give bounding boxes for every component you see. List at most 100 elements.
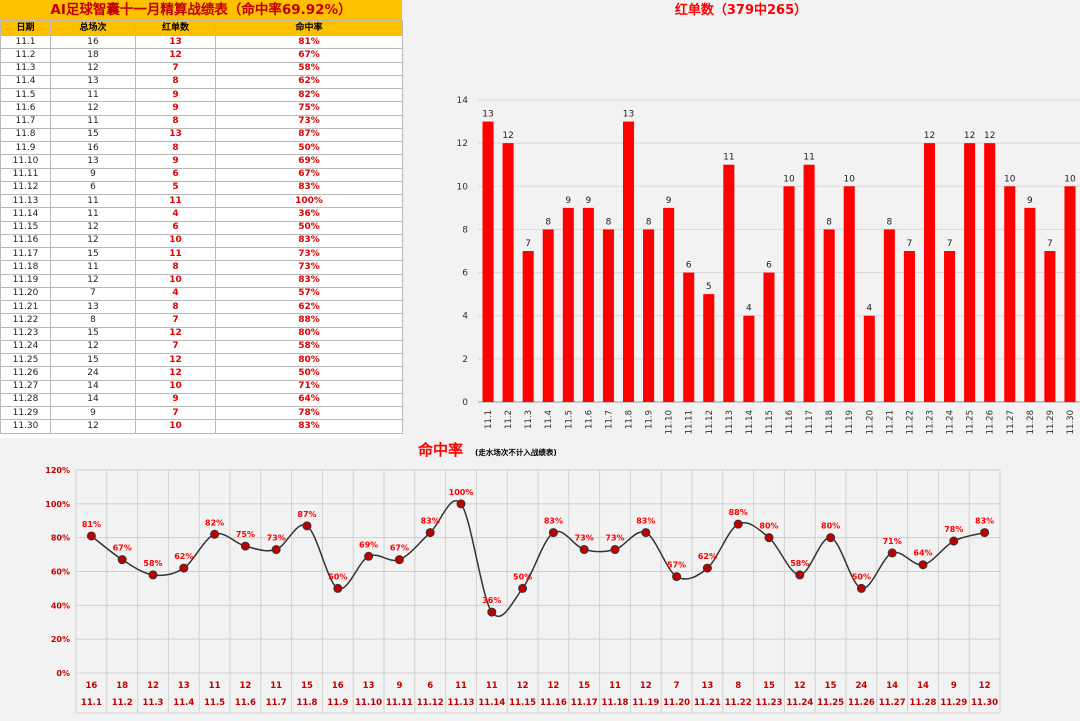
table-row: 11.29 9 7 78% (0, 405, 403, 421)
bar-xtick-label: 11.2 (504, 410, 514, 429)
table-row: 11.15 12 6 50% (0, 220, 403, 235)
cell-rate: 83% (215, 419, 403, 434)
rate-point (579, 545, 589, 555)
cell-date: 11.18 (0, 260, 51, 275)
rate-point (918, 560, 928, 570)
line-xtick-label: 11.13 (448, 698, 475, 708)
bar (863, 315, 875, 402)
total-count-label: 12 (517, 681, 529, 691)
bar (1064, 186, 1076, 402)
bar (582, 207, 594, 402)
cell-red: 7 (135, 339, 216, 355)
cell-date: 11.7 (0, 114, 51, 129)
line-xtick-label: 11.14 (478, 698, 505, 708)
rate-value-label: 81% (82, 520, 101, 529)
line-chart-panel: 命中率 (走水场次不计入战绩表) 0% 20% 40% 60% 80% 100% 120% 81%… (0, 438, 1080, 717)
total-count-label: 11 (609, 681, 621, 691)
cell-total: 12 (50, 233, 136, 249)
cell-red: 12 (135, 366, 216, 381)
bar-value-label: 10 (783, 174, 795, 184)
cell-rate: 71% (215, 379, 403, 394)
bar-ytick-label: 14 (457, 96, 469, 106)
bar-ytick-label: 10 (457, 182, 469, 192)
table-row: 11.4 13 8 62% (0, 74, 403, 90)
line-ytick-label: 60% (51, 568, 70, 577)
table-row: 11.26 24 12 50% (0, 366, 403, 381)
rate-value-label: 78% (944, 525, 963, 534)
bar-chart-title: 红单数（379中265） (675, 2, 807, 18)
cell-date: 11.26 (0, 366, 51, 381)
rate-point (887, 548, 897, 558)
cell-date: 11.25 (0, 352, 51, 368)
bar (703, 294, 715, 402)
cell-total: 14 (50, 392, 136, 408)
cell-total: 9 (50, 405, 136, 421)
bar-xtick-label: 11.22 (905, 410, 915, 434)
bar (562, 207, 574, 402)
bar (1044, 251, 1056, 402)
table-row: 11.23 15 12 80% (0, 326, 403, 341)
bar (663, 207, 675, 402)
cell-red: 7 (135, 405, 216, 421)
cell-total: 11 (50, 207, 136, 222)
rate-value-label: 36% (482, 596, 501, 605)
line-xtick-label: 11.4 (173, 698, 194, 708)
line-chart-subtitle: (走水场次不计入战绩表) (475, 447, 557, 457)
cell-total: 12 (50, 419, 136, 434)
cell-total: 13 (50, 154, 136, 169)
rate-value-label: 67% (113, 544, 132, 553)
bar-xtick-label: 11.10 (665, 410, 675, 434)
rate-point (179, 563, 189, 573)
cell-total: 13 (50, 74, 136, 90)
total-count-label: 12 (640, 681, 652, 691)
cell-date: 11.30 (0, 419, 51, 434)
table-row: 11.12 6 5 83% (0, 180, 403, 196)
cell-date: 11.24 (0, 339, 51, 355)
bar-xtick-label: 11.9 (645, 410, 655, 429)
bar-xtick-label: 11.14 (745, 410, 755, 434)
bar-value-label: 12 (502, 131, 513, 141)
total-count-label: 15 (301, 681, 313, 691)
bar-value-label: 7 (947, 239, 953, 249)
rate-point (425, 528, 435, 538)
line-xtick-label: 11.21 (694, 698, 721, 708)
line-xtick-label: 11.3 (143, 698, 164, 708)
rate-point (610, 545, 620, 555)
table-row: 11.11 9 6 67% (0, 167, 403, 182)
bar-value-label: 11 (723, 153, 734, 163)
table-row: 11.13 11 11 100% (0, 193, 403, 209)
bar-xtick-label: 11.17 (805, 410, 815, 434)
bar (602, 229, 614, 402)
bar-value-label: 8 (545, 217, 551, 227)
cell-date: 11.20 (0, 286, 51, 302)
bar (803, 164, 815, 402)
bar-xtick-label: 11.29 (1046, 410, 1056, 434)
cell-total: 7 (50, 286, 136, 302)
line-ytick-label: 40% (51, 601, 70, 610)
bar-chart-panel: 红单数（379中265） 0 2 4 6 8 10 12 14 13 11.1 12 11.2 7 11.3… (403, 0, 1080, 438)
cell-rate: 73% (215, 114, 403, 129)
table-row: 11.20 7 4 57% (0, 286, 403, 302)
table-row: 11.1 16 13 81% (0, 34, 403, 50)
total-count-label: 24 (855, 681, 867, 691)
cell-date: 11.5 (0, 87, 51, 103)
line-xtick-label: 11.2 (112, 698, 133, 708)
table-row: 11.25 15 12 80% (0, 352, 403, 368)
line-xtick-label: 11.15 (509, 698, 536, 708)
bar-xtick-label: 11.20 (865, 410, 875, 434)
cell-total: 15 (50, 246, 136, 262)
bar-value-label: 4 (866, 304, 872, 314)
cell-date: 11.12 (0, 180, 51, 196)
cell-total: 12 (50, 339, 136, 355)
cell-total: 8 (50, 313, 136, 328)
bar (883, 229, 895, 402)
bar-value-label: 12 (964, 131, 975, 141)
bar (502, 143, 514, 402)
cell-date: 11.28 (0, 392, 51, 408)
bar-ytick-label: 6 (462, 269, 468, 279)
bar-value-label: 8 (886, 217, 892, 227)
cell-rate: 58% (215, 61, 403, 76)
bar-xtick-label: 11.24 (946, 410, 956, 434)
cell-rate: 69% (215, 154, 403, 169)
cell-rate: 73% (215, 246, 403, 262)
